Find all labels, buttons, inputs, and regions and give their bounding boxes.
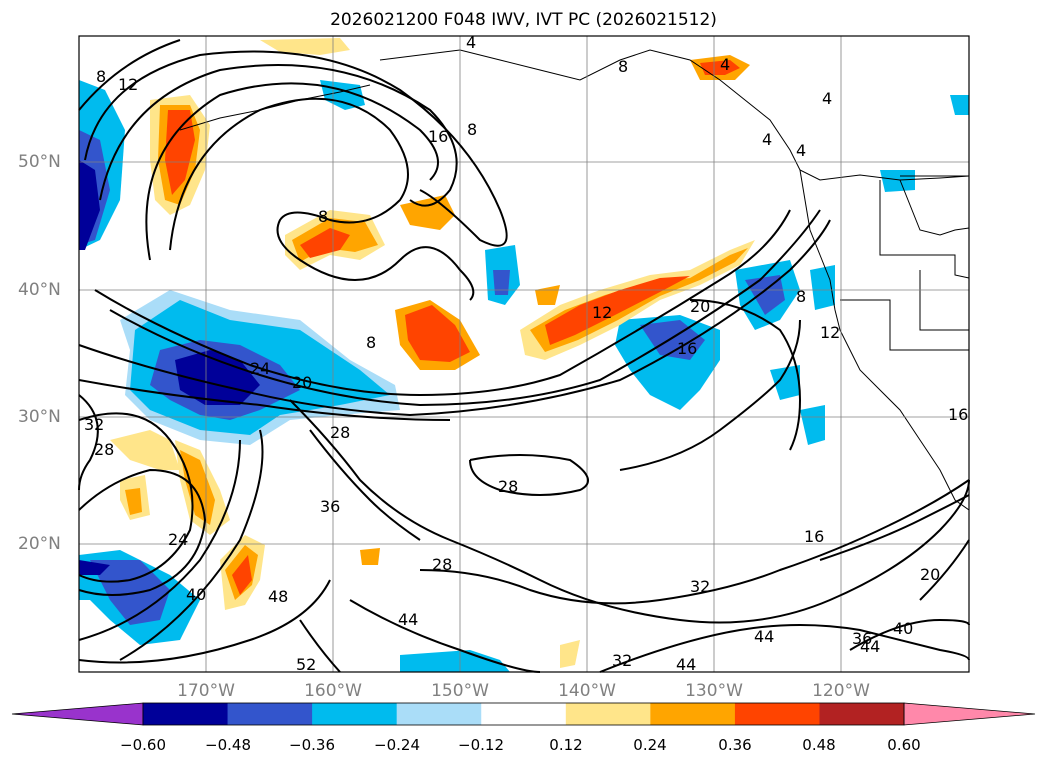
contour-label: 20 xyxy=(920,565,940,584)
colorbar-tick-label: −0.60 xyxy=(120,736,166,754)
contour-label: 20 xyxy=(690,297,710,316)
contour-label: 24 xyxy=(168,530,188,549)
lon-label-120w: 120°W xyxy=(812,681,870,701)
contour-label: 52 xyxy=(296,655,316,674)
iwv-contours xyxy=(78,39,970,673)
colorbar-tick-label: −0.48 xyxy=(205,736,251,754)
contour-label: 16 xyxy=(677,339,697,358)
colorbar-tick-label: −0.12 xyxy=(458,736,504,754)
colorbar-tick-label: 0.36 xyxy=(718,736,752,754)
colorbar-segment xyxy=(819,703,905,725)
lat-label-50n: 50°N xyxy=(18,152,61,172)
plot-frame xyxy=(78,35,970,673)
lon-label-140w: 140°W xyxy=(558,681,616,701)
colorbar-tick-label: 0.24 xyxy=(633,736,667,754)
contour-label: 16 xyxy=(804,527,824,546)
contour-label: 28 xyxy=(330,423,350,442)
graticule xyxy=(79,36,969,672)
lon-label-170w: 170°W xyxy=(177,681,235,701)
contour-label: 32 xyxy=(690,577,710,596)
contour-label: 8 xyxy=(467,120,477,139)
contour-label: 12 xyxy=(820,323,840,342)
contour-label: 16 xyxy=(948,405,968,424)
colorbar-tick-label: 0.12 xyxy=(549,736,583,754)
contour-label: 20 xyxy=(292,373,312,392)
contour-label: 4 xyxy=(822,89,832,108)
contour-label: 36 xyxy=(320,497,340,516)
contour-label: 48 xyxy=(268,587,288,606)
contour-label: 44 xyxy=(754,627,774,646)
colorbar-extend-min xyxy=(11,702,144,726)
contour-label: 4 xyxy=(762,130,772,149)
colorbar-extend-max xyxy=(903,702,1036,726)
colorbar-segment xyxy=(227,703,313,725)
lat-label-20n: 20°N xyxy=(18,534,61,554)
contour-labels: 8 12 16 8 4 8 4 4 4 4 8 8 12 20 16 8 12 … xyxy=(84,33,968,674)
colorbar-segment xyxy=(396,703,482,725)
colorbar-segment xyxy=(734,703,820,725)
contour-label: 12 xyxy=(592,303,612,322)
lon-label-160w: 160°W xyxy=(304,681,362,701)
contour-label: 8 xyxy=(796,287,806,306)
contour-label: 12 xyxy=(118,75,138,94)
colorbar-outline xyxy=(142,702,905,726)
colorbar-segment xyxy=(481,703,567,725)
contour-label: 32 xyxy=(84,415,104,434)
colorbar-tick-label: 0.60 xyxy=(887,736,921,754)
contour-label: 44 xyxy=(398,610,418,629)
contour-label: 4 xyxy=(466,33,476,52)
lon-label-130w: 130°W xyxy=(685,681,743,701)
colorbar-segment xyxy=(143,703,229,725)
map-title: 2026021200 F048 IWV, IVT PC (2026021512) xyxy=(330,10,717,30)
coastlines xyxy=(179,49,970,511)
colorbar-segment xyxy=(565,703,651,725)
contour-label: 28 xyxy=(432,555,452,574)
lat-label-30n: 30°N xyxy=(18,407,61,427)
contour-label: 24 xyxy=(250,359,270,378)
colorbar-tick-label: −0.36 xyxy=(289,736,335,754)
contour-label: 8 xyxy=(318,207,328,226)
contour-label: 36 xyxy=(852,629,872,648)
colorbar-segment xyxy=(312,703,398,725)
contour-label: 44 xyxy=(860,637,880,656)
contour-label: 8 xyxy=(618,57,628,76)
contour-label: 40 xyxy=(186,585,206,604)
lat-label-40n: 40°N xyxy=(18,280,61,300)
contour-label: 32 xyxy=(612,651,632,670)
contour-label: 28 xyxy=(498,477,518,496)
contour-label: 16 xyxy=(428,127,448,146)
colorbar-tick-label: 0.48 xyxy=(802,736,836,754)
contour-label: 4 xyxy=(796,141,806,160)
contour-label: 40 xyxy=(893,619,913,638)
lon-label-150w: 150°W xyxy=(431,681,489,701)
shaded-regions xyxy=(79,38,969,672)
contour-label: 4 xyxy=(720,55,730,74)
contour-label: 44 xyxy=(676,655,696,674)
contour-label: 28 xyxy=(94,440,114,459)
colorbar-tick-label: −0.24 xyxy=(374,736,420,754)
colorbar xyxy=(11,702,1036,726)
contour-label: 8 xyxy=(366,333,376,352)
colorbar-segment xyxy=(650,703,736,725)
contour-label: 8 xyxy=(96,67,106,86)
